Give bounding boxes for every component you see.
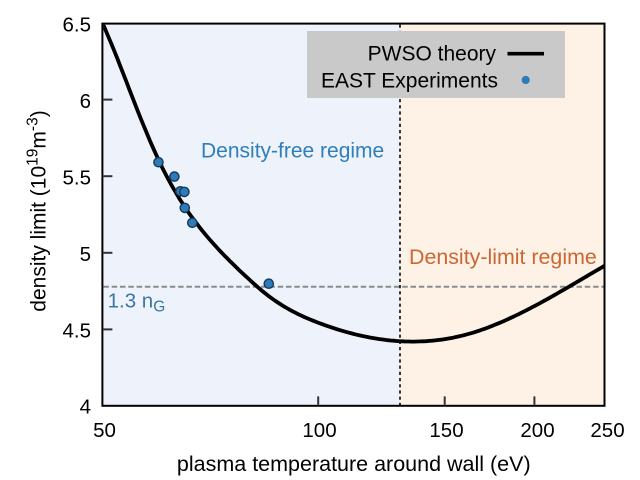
svg-text:4.5: 4.5	[63, 320, 92, 343]
svg-text:200: 200	[520, 419, 554, 442]
svg-text:density limit (1019m-3): density limit (1019m-3)	[25, 110, 51, 311]
svg-text:5: 5	[80, 243, 91, 266]
svg-text:250: 250	[590, 419, 624, 442]
svg-text:1.3 nG: 1.3 nG	[108, 289, 166, 315]
svg-text:Density-free regime: Density-free regime	[201, 140, 384, 163]
svg-text:Density-limit regime: Density-limit regime	[409, 245, 597, 269]
svg-text:4: 4	[80, 396, 91, 419]
svg-text:50: 50	[93, 419, 116, 442]
svg-text:100: 100	[302, 419, 336, 442]
svg-text:EAST Experiments: EAST Experiments	[321, 70, 498, 93]
svg-text:PWSO theory: PWSO theory	[368, 43, 497, 66]
svg-text:plasma temperature around wall: plasma temperature around wall (eV)	[177, 452, 531, 476]
svg-text:6.5: 6.5	[63, 13, 92, 36]
svg-text:6: 6	[80, 90, 91, 113]
svg-text:5.5: 5.5	[63, 166, 92, 189]
svg-text:150: 150	[429, 419, 463, 442]
